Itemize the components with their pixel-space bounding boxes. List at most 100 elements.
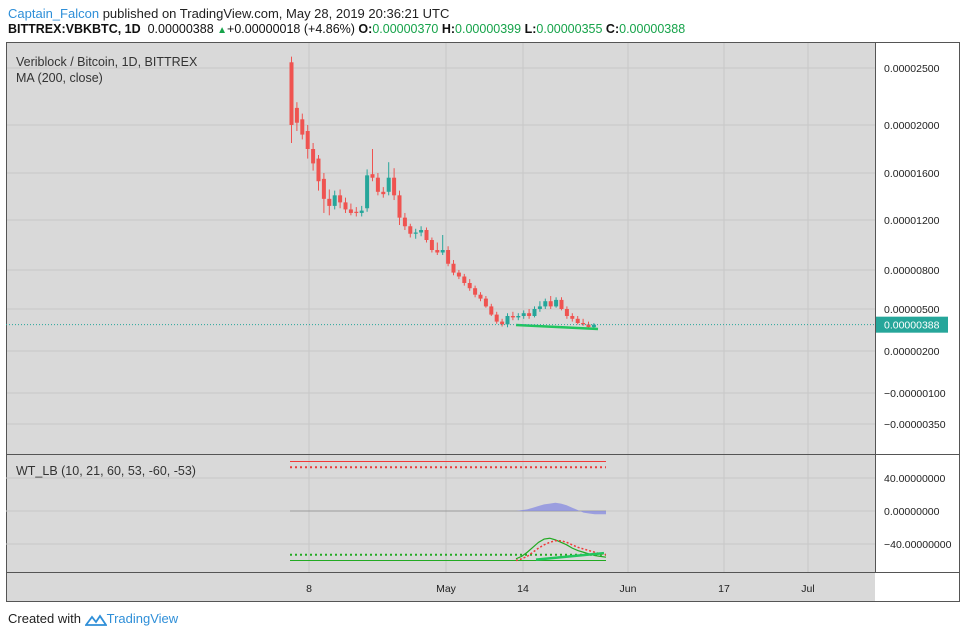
- candle-body: [370, 174, 375, 178]
- candle-body: [327, 198, 332, 206]
- price-change: +0.00000018 (+4.86%): [227, 22, 355, 36]
- candle-body: [365, 175, 370, 209]
- candle-body: [505, 316, 510, 325]
- candle-body: [316, 158, 321, 182]
- price-tick-label: 0.00002500: [884, 63, 940, 75]
- candle-body: [397, 195, 402, 218]
- time-axis-background: [6, 572, 875, 602]
- candle-body: [446, 250, 451, 264]
- price-tick-label: 0.00001600: [884, 168, 940, 180]
- ma-indicator-label: MA (200, close): [16, 71, 103, 85]
- ohlc-legend: BITTREX:VBKBTC, 1D 0.00000388 ▲+0.000000…: [8, 22, 686, 36]
- wt-tick-label: 0.00000000: [884, 506, 940, 518]
- support-trendline: [515, 323, 599, 331]
- candle-body: [564, 309, 569, 316]
- candle-body: [413, 232, 418, 234]
- candle-body: [591, 324, 596, 328]
- wt-trendline: [535, 551, 605, 561]
- price-tick-label: −0.00000100: [884, 388, 946, 400]
- candle-body: [521, 313, 526, 316]
- price-tick-label: 0.00000800: [884, 265, 940, 277]
- chart-border: [6, 42, 960, 602]
- candle-body: [473, 288, 478, 295]
- wt-pane-title: WT_LB (10, 21, 60, 53, -60, -53): [16, 464, 196, 478]
- published-text: published on TradingView.com, May 28, 20…: [102, 6, 450, 21]
- time-tick-label: 8: [306, 583, 312, 595]
- candle-body: [456, 272, 461, 277]
- author-link[interactable]: Captain_Falcon: [8, 6, 100, 21]
- wt2-line: [515, 539, 607, 562]
- candle-body: [516, 316, 521, 318]
- chart-svg[interactable]: 0.00002500 0.00002000 0.00001600 0.00001200…: [6, 42, 960, 602]
- candle-body: [548, 301, 553, 307]
- candle-body: [500, 321, 505, 325]
- candle-body: [419, 230, 424, 233]
- candle-body: [311, 149, 316, 164]
- time-tick-label: 17: [718, 583, 730, 595]
- candle-body: [537, 306, 542, 309]
- time-tick-label: Jun: [620, 583, 637, 595]
- candle-body: [408, 226, 413, 234]
- footer: Created with TradingView: [8, 611, 179, 626]
- candle-body: [440, 250, 445, 253]
- candle-body: [543, 301, 548, 307]
- time-tick-label: Jul: [801, 583, 814, 595]
- candle-body: [305, 131, 310, 149]
- candle-body: [338, 195, 343, 203]
- candle-body: [510, 316, 515, 318]
- price-tick-label: 0.00002000: [884, 120, 940, 132]
- candle-body: [467, 283, 472, 289]
- time-tick-label: 14: [517, 583, 529, 595]
- price-tick-label: 0.00000500: [884, 304, 940, 316]
- tradingview-link[interactable]: TradingView: [106, 611, 179, 626]
- candle-body: [424, 230, 429, 240]
- candle-body: [435, 250, 440, 253]
- last-price-label: 0.00000388: [884, 320, 940, 332]
- candle-body: [478, 294, 483, 299]
- candle-body: [489, 306, 494, 315]
- candle-body: [354, 211, 359, 213]
- last-price: 0.00000388: [147, 22, 214, 36]
- main-pane-title: Veriblock / Bitcoin, 1D, BITTREX: [16, 55, 198, 69]
- candle-body: [483, 298, 488, 307]
- close-value: 0.00000388: [619, 22, 686, 36]
- price-tick-label: 0.00001200: [884, 215, 940, 227]
- candle-body: [429, 240, 434, 250]
- candle-body: [402, 217, 407, 227]
- time-tick-label: May: [436, 583, 457, 595]
- plot-background: [6, 42, 875, 572]
- tradingview-logo-icon: [84, 613, 107, 626]
- candles-group: [289, 56, 596, 330]
- candle-body: [392, 177, 397, 196]
- candle-body: [348, 209, 353, 213]
- candle-body: [343, 202, 348, 210]
- candle-body: [559, 299, 564, 309]
- candle-body: [332, 195, 337, 206]
- up-triangle-icon: ▲: [217, 25, 228, 36]
- candle-body: [570, 316, 575, 319]
- candle-body: [375, 177, 380, 192]
- open-value: 0.00000370: [372, 22, 439, 36]
- candle-body: [300, 119, 305, 135]
- price-tick-label: 0.00000200: [884, 346, 940, 358]
- candle-body: [586, 324, 591, 328]
- candle-body: [451, 263, 456, 273]
- candle-body: [494, 314, 499, 322]
- candle-body: [462, 276, 467, 283]
- candle-body: [575, 318, 580, 323]
- candle-body: [554, 299, 559, 307]
- candle-body: [386, 177, 391, 192]
- candle-body: [532, 309, 537, 316]
- wt-tick-label: −40.00000000: [884, 539, 952, 551]
- candle-body: [321, 178, 326, 199]
- candle-body: [289, 62, 294, 125]
- low-value: 0.00000355: [536, 22, 603, 36]
- candle-body: [381, 191, 386, 195]
- candle-body: [581, 323, 586, 325]
- candle-body: [527, 313, 532, 316]
- high-value: 0.00000399: [455, 22, 522, 36]
- candle-body: [359, 210, 364, 213]
- chart-frame[interactable]: 0.00002500 0.00002000 0.00001600 0.00001200…: [6, 42, 960, 602]
- candle-body: [294, 107, 299, 123]
- publish-info: Captain_Falcon published on TradingView.…: [8, 6, 449, 21]
